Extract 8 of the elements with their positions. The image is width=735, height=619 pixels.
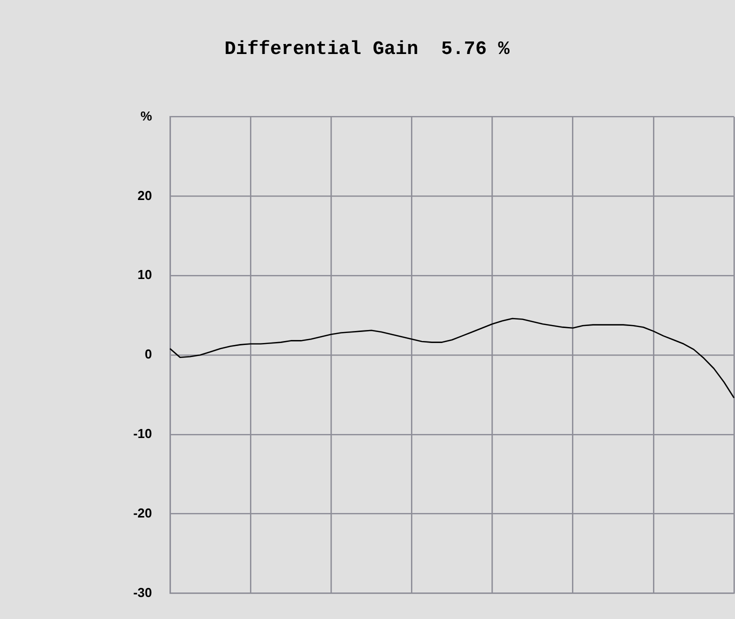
y-tick-label: -30 — [133, 584, 152, 600]
y-tick-label: 0 — [144, 346, 152, 362]
y-tick-label: % — [140, 108, 152, 124]
y-tick-label: -10 — [133, 426, 152, 441]
y-tick-label: 10 — [138, 267, 152, 282]
chart-title: Differential Gain 5.76 % — [224, 38, 510, 60]
y-tick-label: -20 — [133, 505, 152, 520]
y-tick-label: 20 — [138, 188, 152, 203]
